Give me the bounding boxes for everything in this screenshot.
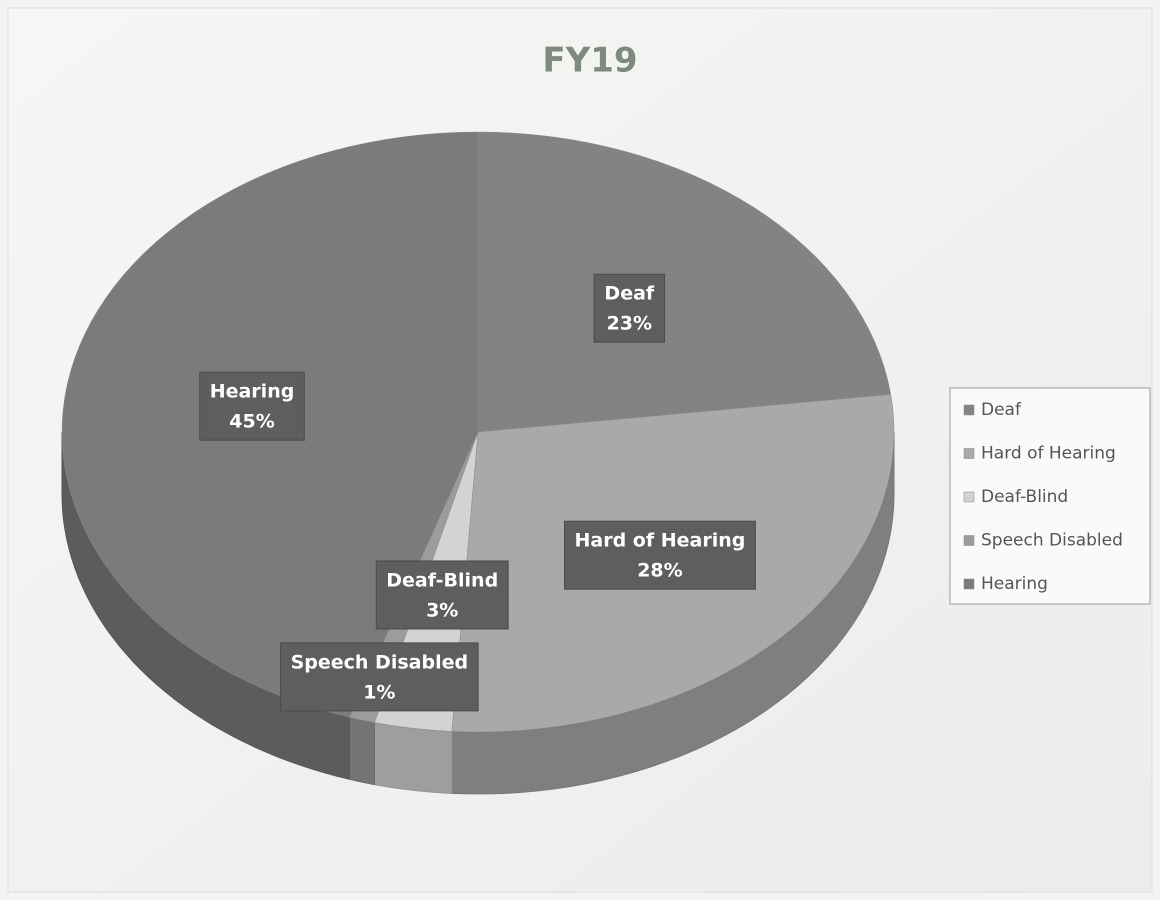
slice-side [374,722,453,794]
data-label-box [375,560,509,630]
data-label-box [280,642,479,712]
slice [477,131,892,433]
chart-title: FY19 [542,41,637,81]
legend-label: Hard of Hearing [981,444,1116,464]
data-label-value: 1% [363,681,395,703]
data-label-value: 3% [426,599,458,621]
data-label-box [564,520,756,590]
legend-swatch [963,448,975,459]
legend-label: Hearing [981,574,1048,594]
data-label-name: Deaf [604,283,654,305]
legend-label: Speech Disabled [981,531,1123,551]
data-label-name: Deaf-Blind [386,569,498,591]
legend-label: Deaf-Blind [981,487,1068,507]
data-label-name: Speech Disabled [291,651,468,673]
legend-swatch [963,404,975,416]
legend-swatch [963,578,975,590]
data-label-value: 45% [229,411,274,433]
legend: Deaf Hard of Hearing Deaf-Blind Speech Disa… [963,400,1123,594]
legend-swatch [963,491,975,503]
data-label-value: 28% [637,560,682,582]
pie-tops [61,131,895,733]
legend-label: Deaf [981,400,1022,420]
legend-swatch [963,535,975,546]
data-label-value: 23% [607,313,652,335]
data-labels: Deaf 23% Hard of Hearing 28% Deaf-Blind 3% Spe… [199,273,756,712]
data-label-name: Hearing [210,381,295,403]
slice-side [348,716,375,786]
legend-box [949,387,1151,605]
data-label-name: Hard of Hearing [575,530,746,552]
data-label-box [593,273,666,343]
data-label-box [199,371,305,441]
